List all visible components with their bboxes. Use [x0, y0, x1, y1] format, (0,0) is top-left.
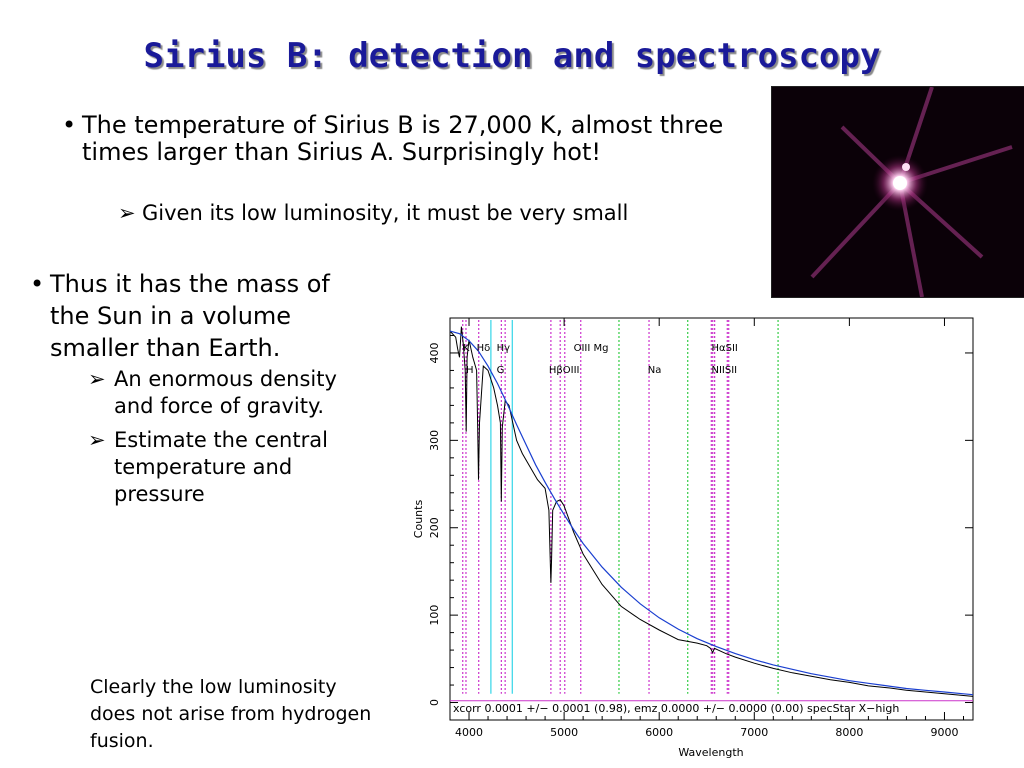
arrow-icon: ➢ [118, 201, 136, 225]
x-tick-label-3: 7000 [740, 726, 768, 739]
star-image [771, 86, 1024, 298]
sub-bullet-luminosity-text: Given its low luminosity, it must be ver… [142, 201, 629, 225]
x-tick-label-2: 6000 [645, 726, 673, 739]
x-tick-label-1: 5000 [550, 726, 578, 739]
line-label-9: NIISII [712, 365, 738, 376]
series-group [449, 326, 974, 702]
bullet-temperature-text: The temperature of Sirius B is 27,000 K,… [82, 111, 724, 166]
series-line-model [449, 330, 974, 696]
sub-bullet-density: ➢ An enormous density and force of gravi… [88, 366, 373, 420]
series-line-spectrum [449, 326, 974, 697]
annotation-text: xcorr 0.0001 +/− 0.0001 (0.98), emz 0.00… [453, 702, 899, 715]
x-tick-label-4: 8000 [835, 726, 863, 739]
slide-title: Sirius B: detection and spectroscopy [143, 36, 881, 76]
bullet-mass: • Thus it has the mass of the Sun in a v… [30, 268, 375, 364]
y-tick-label-1: 100 [428, 605, 441, 626]
x-tick-label-0: 4000 [455, 726, 483, 739]
y-tick-label-4: 400 [428, 342, 441, 363]
line-label-1: Hδ [477, 343, 491, 354]
sub-bullet-density-text: An enormous density and force of gravity… [114, 367, 337, 418]
sub-bullet-estimate-text: Estimate the central temperature and pre… [114, 428, 328, 506]
arrow-icon: ➢ [88, 367, 106, 391]
sub-bullet-luminosity: ➢ Given its low luminosity, it must be ve… [118, 200, 628, 226]
arrow-icon: ➢ [88, 428, 106, 452]
line-label-3: OIII Mg [574, 343, 609, 354]
sub-bullet-list: ➢ An enormous density and force of gravi… [88, 366, 373, 515]
bullet-mass-text: Thus it has the mass of the Sun in a vol… [50, 270, 330, 362]
star-image-icon [772, 86, 1024, 298]
luminosity-note: Clearly the low luminosity does not aris… [90, 676, 372, 752]
line-label-5: H [466, 365, 474, 376]
line-label-8: Na [648, 365, 662, 376]
bullet-temperature: • The temperature of Sirius B is 27,000 … [62, 112, 742, 166]
bullet-glyph: • [62, 111, 77, 139]
y-tick-label-3: 300 [428, 430, 441, 451]
plot-frame [449, 317, 974, 721]
line-labels: K Hδ Hγ OIII Mg HαSII H G HβOIII Na NIISII [463, 343, 738, 376]
line-label-6: G [497, 365, 505, 376]
y-tick-label-0: 0 [428, 699, 441, 706]
line-label-7: HβOIII [549, 365, 580, 376]
y-tick-label-2: 200 [428, 517, 441, 538]
line-markers [462, 320, 779, 694]
x-axis-label: Wavelength [678, 746, 743, 759]
y-axis-label: Counts [412, 500, 425, 539]
bullet-glyph: • [30, 270, 45, 298]
line-label-4: HαSII [712, 343, 738, 354]
x-tick-label-5: 9000 [930, 726, 958, 739]
sub-bullet-estimate: ➢ Estimate the central temperature and p… [88, 427, 373, 508]
line-label-2: Hγ [497, 343, 511, 354]
axis-ticks: 4000 5000 6000 7000 8000 9000 0 100 200 300 400 [428, 317, 973, 739]
line-label-0: K [463, 343, 470, 354]
